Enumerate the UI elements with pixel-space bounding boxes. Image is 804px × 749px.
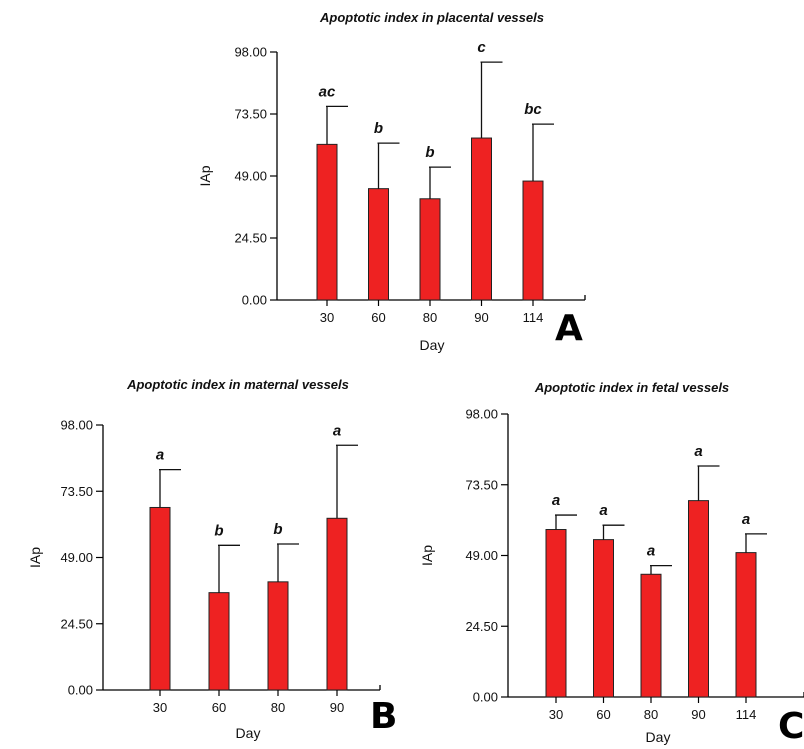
bar <box>640 573 662 698</box>
significance-label: b <box>374 120 383 137</box>
significance-label: a <box>647 543 655 560</box>
bar <box>735 552 757 698</box>
panel-letter: A <box>555 308 583 349</box>
x-tick-label: 30 <box>549 707 563 722</box>
y-tick-label: 49.00 <box>60 550 93 565</box>
x-axis-label: Day <box>236 725 261 741</box>
bar <box>208 592 230 691</box>
x-tick-label: 60 <box>371 310 385 325</box>
panel-letter: B <box>370 696 397 737</box>
y-axis-label: IAp <box>27 547 43 568</box>
significance-label: a <box>742 511 750 528</box>
bar <box>471 137 492 301</box>
y-tick-label: 49.00 <box>465 548 498 563</box>
x-tick-label: 90 <box>691 707 705 722</box>
y-tick-label: 0.00 <box>68 683 93 698</box>
x-tick-label: 80 <box>423 310 437 325</box>
significance-label: a <box>156 447 164 464</box>
significance-label: a <box>599 502 607 519</box>
y-tick-label: 98.00 <box>234 45 267 60</box>
x-tick-label: 90 <box>474 310 488 325</box>
y-tick-label: 98.00 <box>60 418 93 433</box>
y-tick-label: 98.00 <box>465 407 498 422</box>
significance-label: bc <box>524 101 542 118</box>
significance-label: c <box>477 39 486 56</box>
chart-title: Apoptotic index in fetal vessels <box>534 380 729 395</box>
x-tick-label: 30 <box>153 700 167 715</box>
x-tick-label: 30 <box>320 310 334 325</box>
y-tick-label: 24.50 <box>234 231 267 246</box>
chart-panel-a: Apoptotic index in placental vessels 0.00… <box>197 10 586 353</box>
bar <box>368 188 389 301</box>
x-tick-label: 80 <box>644 707 658 722</box>
y-tick-label: 73.50 <box>60 484 93 499</box>
bar <box>316 143 338 301</box>
chart-title: Apoptotic index in maternal vessels <box>126 377 349 392</box>
significance-label: b <box>214 522 223 539</box>
y-axis-label: IAp <box>419 545 435 566</box>
panel-letter: C <box>778 706 804 747</box>
chart-title: Apoptotic index in placental vessels <box>319 10 544 25</box>
chart-panel-b: Apoptotic index in maternal vessels 0.00 2… <box>27 377 397 741</box>
x-axis-label: Day <box>646 729 671 745</box>
y-tick-label: 24.50 <box>60 616 93 631</box>
y-tick-label: 0.00 <box>473 690 498 705</box>
significance-label: ac <box>319 83 336 100</box>
y-tick-label: 73.50 <box>465 477 498 492</box>
bar <box>149 506 171 691</box>
significance-label: a <box>333 422 341 439</box>
y-tick-label: 0.00 <box>242 293 267 308</box>
bar <box>688 500 709 698</box>
bar <box>267 581 289 691</box>
significance-label: b <box>273 521 282 538</box>
x-tick-label: 80 <box>271 700 285 715</box>
bar <box>419 198 441 301</box>
chart-panel-c: Apoptotic index in fetal vessels 0.00 24.5… <box>419 380 804 747</box>
significance-label: a <box>552 492 560 509</box>
bar <box>326 517 348 691</box>
y-tick-label: 73.50 <box>234 107 267 122</box>
x-tick-label: 114 <box>523 310 544 325</box>
bar <box>545 529 567 698</box>
bar <box>522 180 544 301</box>
y-tick-label: 24.50 <box>465 619 498 634</box>
y-tick-label: 49.00 <box>234 169 267 184</box>
x-tick-label: 60 <box>596 707 610 722</box>
significance-label: b <box>425 144 434 161</box>
x-tick-label: 114 <box>736 707 757 722</box>
x-tick-label: 90 <box>330 700 344 715</box>
y-axis-label: IAp <box>197 165 213 186</box>
bar <box>593 539 614 698</box>
x-axis-label: Day <box>420 337 445 353</box>
x-tick-label: 60 <box>212 700 226 715</box>
significance-label: a <box>694 443 702 460</box>
